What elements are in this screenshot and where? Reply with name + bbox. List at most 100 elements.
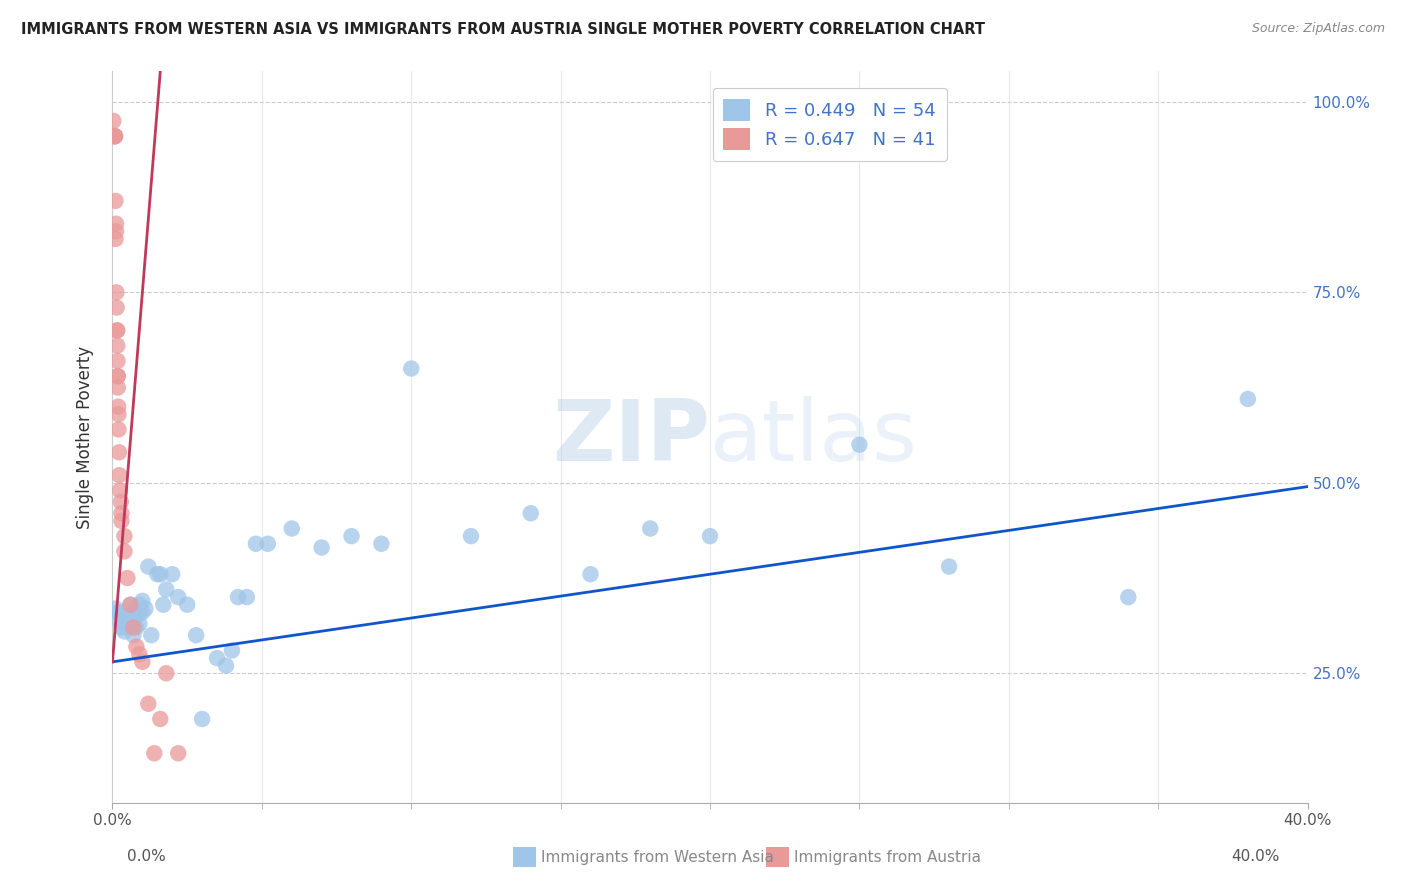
Point <box>138 697 160 711</box>
Point <box>149 712 172 726</box>
Point <box>167 746 190 760</box>
Text: atlas: atlas <box>710 395 918 479</box>
Point <box>107 369 129 384</box>
Point <box>114 616 135 631</box>
Point <box>117 609 139 624</box>
Point <box>104 601 127 615</box>
Point <box>105 301 128 315</box>
Point <box>699 529 721 543</box>
Text: 40.0%: 40.0% <box>1232 849 1279 863</box>
Point <box>107 369 129 384</box>
Point <box>104 194 127 208</box>
Point <box>114 544 135 558</box>
Point <box>938 559 960 574</box>
Point <box>134 601 156 615</box>
Point <box>103 114 125 128</box>
Point <box>401 361 423 376</box>
Point <box>120 598 142 612</box>
Point <box>105 323 128 337</box>
Point <box>117 571 139 585</box>
Point <box>205 651 228 665</box>
Point <box>125 609 148 624</box>
Point <box>152 598 174 612</box>
Point <box>104 232 127 246</box>
Point <box>105 323 128 337</box>
Point <box>105 285 128 300</box>
Point <box>110 514 132 528</box>
Point <box>128 647 150 661</box>
Point <box>104 129 127 144</box>
Point <box>1118 590 1140 604</box>
Point <box>640 521 662 535</box>
Point <box>579 567 602 582</box>
Point <box>105 224 128 238</box>
Point <box>107 613 129 627</box>
Point <box>110 506 132 520</box>
Point <box>104 129 127 144</box>
Point <box>122 613 145 627</box>
Point <box>103 129 125 144</box>
Point <box>108 483 131 498</box>
Y-axis label: Single Mother Poverty: Single Mother Poverty <box>76 345 94 529</box>
Point <box>143 746 166 760</box>
Point <box>146 567 169 582</box>
Text: Source: ZipAtlas.com: Source: ZipAtlas.com <box>1251 22 1385 36</box>
Point <box>108 468 131 483</box>
Point <box>107 605 129 619</box>
Point <box>128 605 150 619</box>
Point <box>103 129 125 144</box>
Point <box>245 537 267 551</box>
Point <box>167 590 190 604</box>
Point <box>110 495 132 509</box>
Point <box>131 655 153 669</box>
Point <box>110 621 132 635</box>
Point <box>117 621 139 635</box>
Point <box>281 521 304 535</box>
Point <box>105 338 128 352</box>
Point <box>848 438 870 452</box>
Point <box>131 594 153 608</box>
Point <box>122 628 145 642</box>
Point <box>191 712 214 726</box>
Point <box>155 666 177 681</box>
Point <box>107 407 129 421</box>
Text: Immigrants from Western Asia: Immigrants from Western Asia <box>541 850 775 864</box>
Point <box>128 598 150 612</box>
Point <box>186 628 208 642</box>
Point <box>107 380 129 394</box>
Point <box>226 590 249 604</box>
Point <box>120 605 142 619</box>
Point <box>107 354 129 368</box>
Point <box>105 217 128 231</box>
Point <box>114 529 135 543</box>
Point <box>110 609 132 624</box>
Point <box>257 537 280 551</box>
Point <box>141 628 163 642</box>
Point <box>520 506 543 520</box>
Point <box>114 613 135 627</box>
Point <box>131 605 153 619</box>
Point <box>221 643 243 657</box>
Point <box>236 590 259 604</box>
Point <box>176 598 198 612</box>
Point <box>1237 392 1260 406</box>
Text: IMMIGRANTS FROM WESTERN ASIA VS IMMIGRANTS FROM AUSTRIA SINGLE MOTHER POVERTY CO: IMMIGRANTS FROM WESTERN ASIA VS IMMIGRAN… <box>21 22 986 37</box>
Point <box>128 616 150 631</box>
Point <box>107 400 129 414</box>
Point <box>155 582 177 597</box>
Point <box>107 422 129 436</box>
Text: Immigrants from Austria: Immigrants from Austria <box>794 850 981 864</box>
Point <box>103 129 125 144</box>
Point <box>215 658 238 673</box>
Point <box>125 640 148 654</box>
Point <box>114 624 135 639</box>
Text: ZIP: ZIP <box>553 395 710 479</box>
Text: 0.0%: 0.0% <box>127 849 166 863</box>
Point <box>311 541 333 555</box>
Point <box>138 559 160 574</box>
Point <box>125 621 148 635</box>
Point <box>370 537 392 551</box>
Point <box>122 621 145 635</box>
Point <box>149 567 172 582</box>
Point <box>120 598 142 612</box>
